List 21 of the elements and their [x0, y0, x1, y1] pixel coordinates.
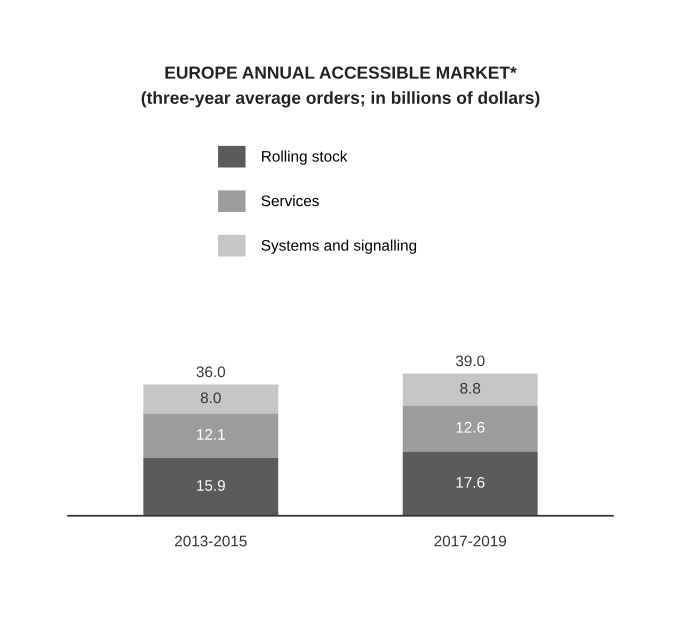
bar [143, 458, 278, 516]
total-label: 36.0 [196, 366, 226, 378]
bar [143, 414, 278, 458]
chart-title: EUROPE ANNUAL ACCESSIBLE MARKET* [165, 66, 517, 79]
data-label: 12.6 [456, 422, 484, 433]
bar [402, 452, 538, 516]
legend-label: Systems and signalling [262, 240, 416, 254]
legend-label: Services [262, 195, 319, 206]
data-label: 12.1 [197, 429, 225, 440]
data-label: 15.9 [197, 480, 225, 491]
bar [402, 374, 538, 406]
bar [143, 384, 278, 414]
x-tick-label: 2013-2015 [175, 536, 247, 546]
total-label: 39.0 [456, 355, 484, 366]
data-label: 8.8 [460, 382, 480, 394]
x-tick-label: 2017-2019 [434, 536, 506, 546]
bar [402, 406, 538, 452]
legend-label: Rolling stock [262, 150, 348, 165]
data-label: 8.0 [200, 392, 221, 404]
data-label: 17.6 [456, 476, 484, 488]
chart-subtitle: (three-year average orders; in billions of dollars) [142, 91, 540, 108]
